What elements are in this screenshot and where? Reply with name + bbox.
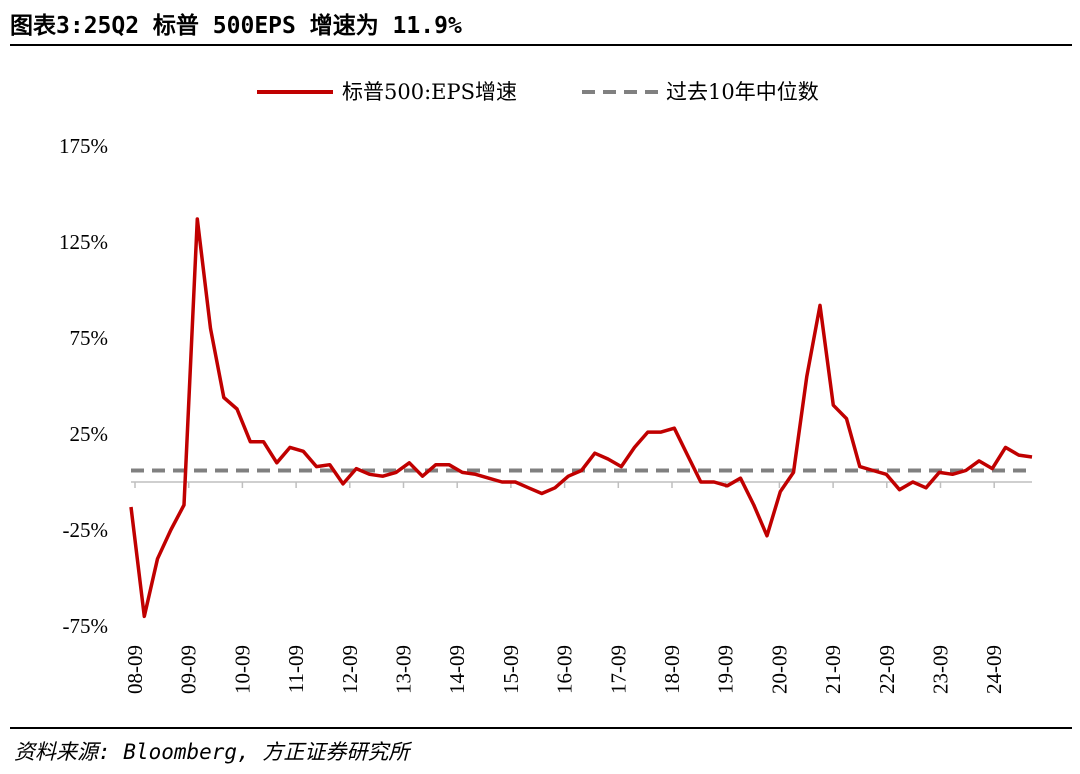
x-tick-label: 24-09	[982, 645, 1006, 694]
x-tick-label: 12-09	[338, 645, 362, 694]
y-tick-label: 175%	[59, 134, 108, 158]
x-tick-label: 09-09	[177, 645, 201, 694]
x-tick-label: 13-09	[392, 645, 416, 694]
x-tick-label: 14-09	[445, 645, 469, 694]
chart-title: 图表3:25Q2 标普 500EPS 增速为 11.9%	[10, 13, 462, 39]
x-tick-label: 08-09	[123, 645, 147, 694]
legend-label-eps-growth: 标普500:EPS增速	[342, 80, 517, 104]
header-divider	[10, 44, 1072, 46]
x-tick-label: 16-09	[553, 645, 577, 694]
y-tick-label: -25%	[63, 518, 109, 542]
x-axis-tick-marks	[134, 482, 995, 488]
x-tick-label: 10-09	[230, 645, 254, 694]
y-tick-label: 75%	[70, 326, 109, 350]
x-tick-label: 19-09	[714, 645, 738, 694]
chart-legend: 标普500:EPS增速 过去10年中位数	[257, 80, 819, 104]
series-line-eps-growth	[129, 217, 1033, 619]
x-tick-label: 17-09	[606, 645, 630, 694]
series-layer	[129, 217, 1033, 619]
x-axis: 08-09 09-09 10-09 11-09 12-09 13-09 14-09 15-09…	[123, 645, 1006, 694]
y-axis: 175% 125% 75% 25% -25% -75%	[59, 134, 108, 638]
x-tick-label: 22-09	[875, 645, 899, 694]
y-tick-label: 125%	[59, 230, 108, 254]
x-tick-label: 20-09	[767, 645, 791, 694]
x-tick-label: 21-09	[821, 645, 845, 694]
x-tick-label: 15-09	[499, 645, 523, 694]
x-tick-label: 18-09	[660, 645, 684, 694]
x-tick-label: 23-09	[929, 645, 953, 694]
footer-divider	[10, 727, 1072, 729]
y-tick-label: -75%	[63, 614, 109, 638]
legend-label-10y-median: 过去10年中位数	[666, 80, 819, 104]
source-note: 资料来源: Bloomberg, 方正证券研究所	[14, 740, 410, 764]
y-tick-label: 25%	[70, 422, 109, 446]
x-tick-label: 11-09	[284, 645, 308, 693]
